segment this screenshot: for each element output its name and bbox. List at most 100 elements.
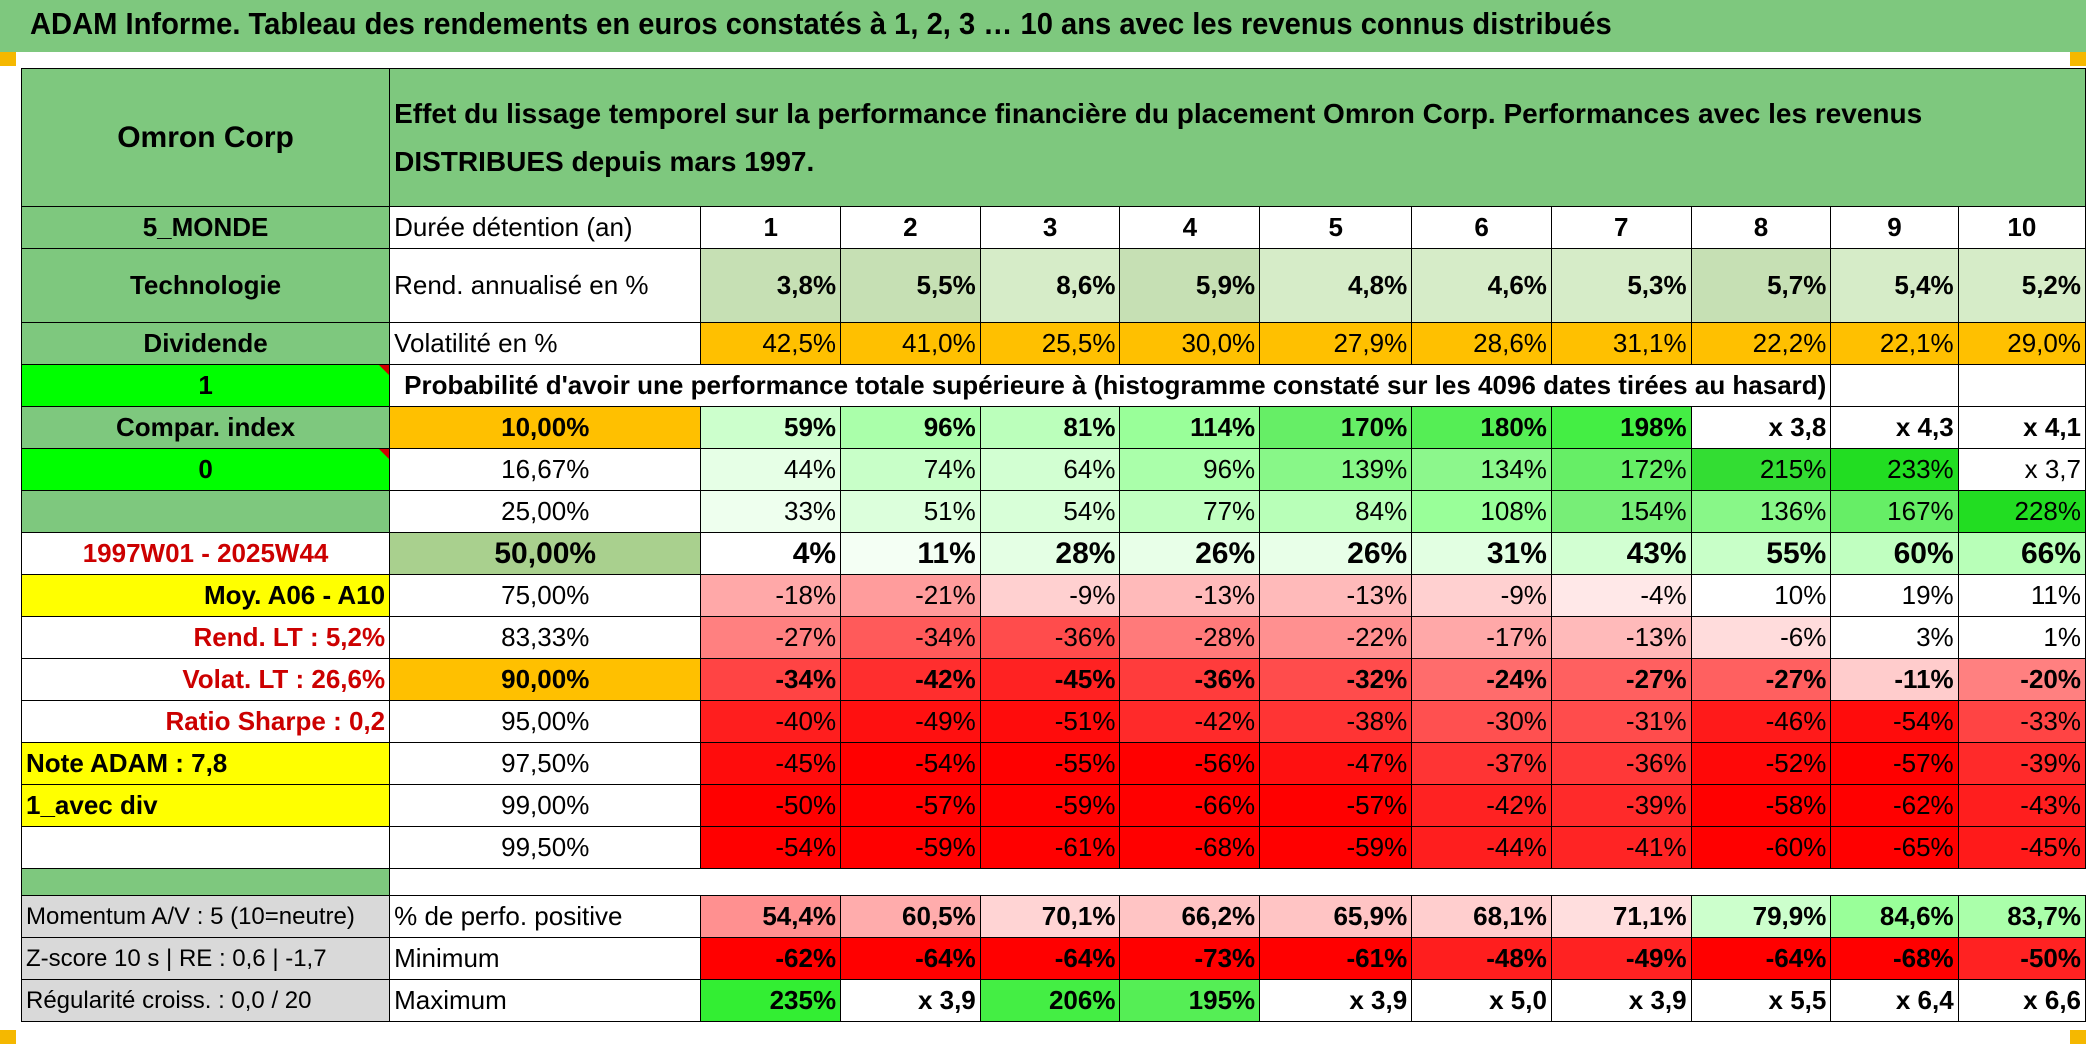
max-cell: 206% [979, 979, 1121, 1022]
prob-cell: -45% [1957, 826, 2086, 869]
prob-cell: 64% [979, 448, 1121, 491]
year-header: 5 [1259, 206, 1413, 249]
prob-cell: 180% [1411, 406, 1552, 449]
prob-cell: -54% [1830, 700, 1959, 743]
prob-cell: -43% [1957, 784, 2086, 827]
prob-cell: x 4,3 [1830, 406, 1959, 449]
max-cell: x 5,0 [1411, 979, 1552, 1022]
rend-cell: 5,4% [1830, 248, 1959, 323]
pos-cell: 54,4% [700, 895, 842, 938]
prob-cell: 136% [1690, 490, 1832, 533]
pos-cell: 68,1% [1411, 895, 1552, 938]
probability-threshold: 99,50% [389, 826, 702, 869]
prob-cell: -61% [979, 826, 1121, 869]
volat-cell: 29,0% [1957, 322, 2086, 365]
dividend-label: Dividende [20, 322, 391, 365]
prob-cell: -39% [1550, 784, 1692, 827]
prob-cell: -59% [1259, 826, 1413, 869]
empty-green-cell [20, 490, 391, 533]
probability-threshold: 10,00% [389, 406, 702, 449]
prob-cell: -59% [979, 784, 1121, 827]
min-cell: -61% [1259, 937, 1413, 980]
prob-cell: -21% [840, 574, 981, 617]
corner-marker [0, 1030, 16, 1044]
prob-cell: -39% [1957, 742, 2086, 785]
year-header: 1 [700, 206, 842, 249]
prob-cell: -54% [840, 742, 981, 785]
max-cell: x 6,4 [1830, 979, 1959, 1022]
max-cell: x 3,9 [1550, 979, 1692, 1022]
prob-cell: 233% [1830, 448, 1959, 491]
prob-cell: -22% [1259, 616, 1413, 659]
prob-cell: -9% [979, 574, 1121, 617]
prob-cell: 74% [840, 448, 981, 491]
prob-cell: 60% [1830, 532, 1959, 575]
prob-cell: -45% [979, 658, 1121, 701]
prob-cell: -18% [700, 574, 842, 617]
prob-cell: x 4,1 [1957, 406, 2086, 449]
volat-cell: 41,0% [840, 322, 981, 365]
probability-threshold: 90,00% [389, 658, 702, 701]
prob-cell: -36% [979, 616, 1121, 659]
volat-cell: 30,0% [1119, 322, 1261, 365]
prob-cell: 10% [1690, 574, 1832, 617]
prob-cell: -17% [1411, 616, 1552, 659]
prob-cell: -40% [700, 700, 842, 743]
min-cell: -73% [1119, 937, 1261, 980]
max-label: Maximum [389, 979, 702, 1022]
probability-threshold: 83,33% [389, 616, 702, 659]
volat-cell: 42,5% [700, 322, 842, 365]
prob-cell: -57% [840, 784, 981, 827]
min-cell: -62% [700, 937, 842, 980]
prob-cell: -50% [700, 784, 842, 827]
prob-cell: -60% [1690, 826, 1832, 869]
prob-cell: -41% [1550, 826, 1692, 869]
prob-cell: 96% [840, 406, 981, 449]
prob-cell: -37% [1411, 742, 1552, 785]
prob-cell: -66% [1119, 784, 1261, 827]
max-cell: x 6,6 [1957, 979, 2086, 1022]
prob-cell: -20% [1957, 658, 2086, 701]
rend-cell: 5,5% [840, 248, 981, 323]
region-label: 5_MONDE [20, 206, 391, 249]
sharpe-label: Ratio Sharpe : 0,2 [20, 700, 391, 743]
prob-cell: 154% [1550, 490, 1692, 533]
min-cell: -68% [1830, 937, 1959, 980]
prob-cell: 96% [1119, 448, 1261, 491]
prob-cell: -13% [1259, 574, 1413, 617]
prob-cell: 11% [1957, 574, 2086, 617]
corner-marker [2070, 1030, 2086, 1044]
rend-cell: 5,2% [1957, 248, 2086, 323]
prob-cell: -36% [1550, 742, 1692, 785]
prob-cell: 134% [1411, 448, 1552, 491]
proba-label: Probabilité d'avoir une performance tota… [389, 364, 1832, 407]
pos-cell: 71,1% [1550, 895, 1692, 938]
prob-cell: -13% [1550, 616, 1692, 659]
prob-cell: 55% [1690, 532, 1832, 575]
prob-cell: -38% [1259, 700, 1413, 743]
rend-cell: 5,9% [1119, 248, 1261, 323]
prob-cell: -31% [1550, 700, 1692, 743]
prob-cell: -36% [1119, 658, 1261, 701]
prob-cell: -47% [1259, 742, 1413, 785]
max-cell: 235% [700, 979, 842, 1022]
rend-cell: 5,3% [1550, 248, 1692, 323]
prob-cell: 11% [840, 532, 981, 575]
prob-cell: 108% [1411, 490, 1552, 533]
prob-cell: 167% [1830, 490, 1959, 533]
corner-marker [2070, 52, 2086, 66]
prob-cell: -27% [1550, 658, 1692, 701]
report-title: ADAM Informe. Tableau des rendements en … [30, 6, 1612, 41]
pos-cell: 84,6% [1830, 895, 1959, 938]
empty-cell [20, 826, 391, 869]
probability-threshold: 50,00% [389, 532, 702, 575]
year-header: 7 [1550, 206, 1692, 249]
prob-cell: -46% [1690, 700, 1832, 743]
prob-cell: 33% [700, 490, 842, 533]
prob-cell: 172% [1550, 448, 1692, 491]
prob-cell: -34% [700, 658, 842, 701]
prob-cell: -28% [1119, 616, 1261, 659]
sector-label: Technologie [20, 248, 391, 323]
prob-cell: x 3,8 [1690, 406, 1832, 449]
pos-label: % de perfo. positive [389, 895, 702, 938]
